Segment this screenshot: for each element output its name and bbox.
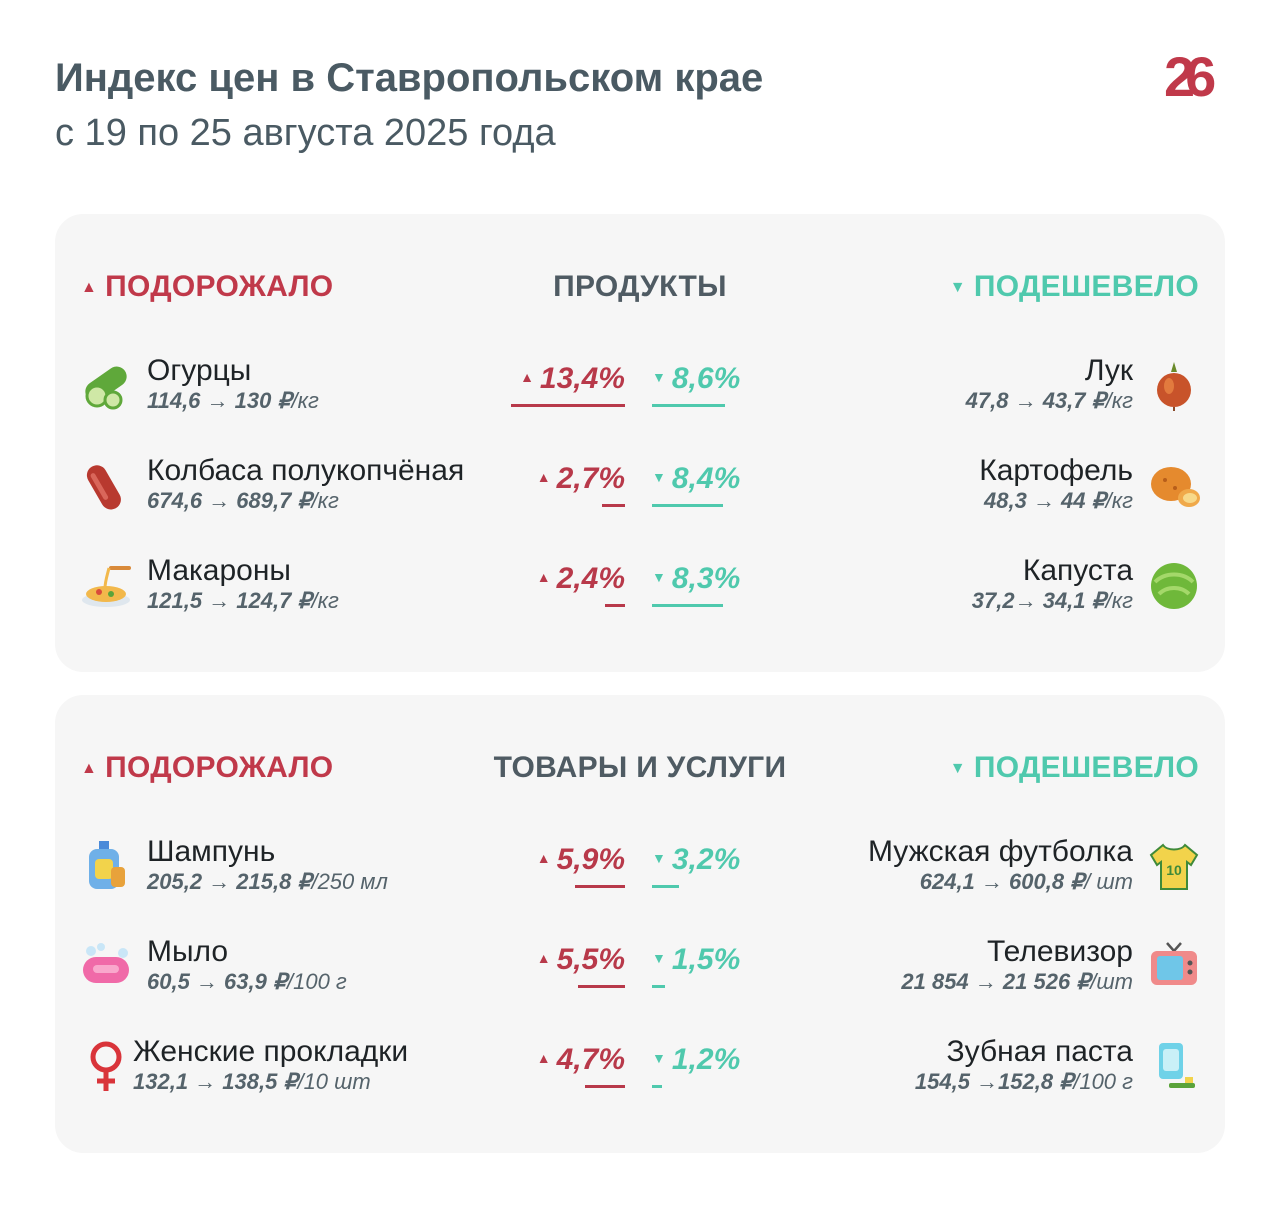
decreased-label: ПОДЕШЕВЕЛО — [973, 751, 1199, 784]
increased-label: ПОДОРОЖАЛО — [105, 270, 334, 303]
increased-item-price: 114,6 → 130 ₽/кг — [147, 388, 319, 413]
down-triangle-icon: ▼ — [652, 850, 666, 866]
page-subtitle: с 19 по 25 августа 2025 года — [55, 112, 556, 154]
cabbage-icon — [1147, 558, 1201, 612]
up-triangle-icon: ▲ — [81, 279, 98, 296]
page-title: Индекс цен в Ставропольском крае — [55, 56, 764, 100]
down-triangle-icon: ▼ — [652, 569, 666, 585]
down-triangle-icon: ▼ — [652, 950, 666, 966]
potato-icon — [1147, 458, 1201, 512]
down-triangle-icon: ▼ — [949, 760, 966, 777]
down-triangle-icon: ▼ — [652, 1050, 666, 1066]
decreased-item-name: Картофель — [979, 454, 1133, 487]
svg-text:10: 10 — [1166, 862, 1182, 878]
tshirt-icon: 10 — [1147, 839, 1201, 893]
increased-header: ▲ ПОДОРОЖАЛО — [81, 270, 333, 304]
increased-label: ПОДОРОЖАЛО — [105, 751, 334, 784]
decrease-percent: ▼ 1,5% — [652, 943, 741, 976]
increase-percent: ▲ 2,7% — [536, 462, 625, 495]
increase-bar — [585, 1085, 625, 1088]
increase-bar — [575, 885, 625, 888]
up-triangle-icon: ▲ — [536, 850, 551, 866]
increase-percent: ▲ 4,7% — [536, 1043, 625, 1076]
logo-26: 26 — [1164, 46, 1225, 108]
decrease-bar — [652, 1085, 662, 1088]
increased-item-price: 674,6 → 689,7 ₽/кг — [147, 488, 339, 513]
decrease-percent: ▼ 8,4% — [652, 462, 741, 495]
toothpaste-icon — [1147, 1039, 1201, 1093]
decrease-bar — [652, 404, 725, 407]
down-triangle-icon: ▼ — [949, 279, 966, 296]
decreased-item-price: 48,3 → 44 ₽/кг — [984, 488, 1133, 513]
increased-header: ▲ ПОДОРОЖАЛО — [81, 751, 333, 785]
decrease-bar — [652, 885, 679, 888]
pasta-icon — [79, 558, 133, 612]
decreased-item-name: Лук — [1084, 354, 1133, 387]
up-triangle-icon: ▲ — [536, 469, 551, 485]
cucumber-icon — [79, 358, 133, 412]
increased-item-name: Огурцы — [147, 354, 252, 387]
decrease-percent: ▼ 8,3% — [652, 562, 741, 595]
shampoo-icon — [79, 839, 133, 893]
up-triangle-icon: ▲ — [536, 1050, 551, 1066]
decreased-label: ПОДЕШЕВЕЛО — [973, 270, 1199, 303]
decreased-header: ▼ ПОДЕШЕВЕЛО — [950, 751, 1199, 785]
section-panel-2: ▲ ПОДОРОЖАЛО ТОВАРЫ И УСЛУГИ ▼ ПОДЕШЕВЕЛО Ша… — [55, 695, 1225, 1153]
decreased-item-price: 47,8 → 43,7 ₽/кг — [965, 388, 1133, 413]
decreased-item-price: 154,5 →152,8 ₽/100 г — [914, 1069, 1133, 1094]
increased-item-name: Макароны — [147, 554, 291, 587]
onion-icon — [1147, 358, 1201, 412]
down-triangle-icon: ▼ — [652, 469, 666, 485]
increased-item-name: Колбаса полукопчёная — [147, 454, 465, 487]
up-triangle-icon: ▲ — [520, 369, 534, 385]
increased-item-price: 205,2 → 215,8 ₽/250 мл — [147, 869, 388, 894]
increased-item-name: Женские прокладки — [133, 1035, 409, 1068]
price-row: Колбаса полукопчёная 674,6 → 689,7 ₽/кг … — [55, 454, 1225, 544]
increased-item-price: 132,1 → 138,5 ₽/10 шт — [133, 1069, 371, 1094]
increased-item-name: Мыло — [147, 935, 229, 968]
increase-percent: ▲ 13,4% — [520, 362, 625, 395]
section-title: ТОВАРЫ И УСЛУГИ — [493, 751, 787, 784]
tv-icon — [1147, 939, 1201, 993]
up-triangle-icon: ▲ — [81, 760, 98, 777]
decrease-bar — [652, 504, 723, 507]
soap-icon — [79, 939, 133, 993]
svg-text:26: 26 — [1164, 46, 1215, 108]
increased-item-price: 60,5 → 63,9 ₽/100 г — [147, 969, 347, 994]
up-triangle-icon: ▲ — [536, 950, 551, 966]
decreased-header: ▼ ПОДЕШЕВЕЛО — [950, 270, 1199, 304]
sausage-icon — [79, 458, 133, 512]
increase-percent: ▲ 5,5% — [536, 943, 625, 976]
increase-bar — [578, 985, 625, 988]
increased-item-price: 121,5 → 124,7 ₽/кг — [147, 588, 339, 613]
decreased-item-name: Капуста — [1022, 554, 1133, 587]
down-triangle-icon: ▼ — [652, 369, 666, 385]
increase-percent: ▲ 5,9% — [536, 843, 625, 876]
price-row: Шампунь 205,2 → 215,8 ₽/250 мл ▲ 5,9% ▼ 3,… — [55, 835, 1225, 925]
decreased-item-name: Мужская футболка — [867, 835, 1133, 868]
decreased-item-name: Телевизор — [986, 935, 1133, 968]
decreased-item-price: 37,2→ 34,1 ₽/кг — [971, 588, 1133, 613]
decrease-bar — [652, 604, 723, 607]
price-row: Женские прокладки 132,1 → 138,5 ₽/10 шт … — [55, 1035, 1225, 1125]
increase-bar — [602, 504, 625, 507]
decrease-percent: ▼ 8,6% — [652, 362, 741, 395]
price-row: Мыло 60,5 → 63,9 ₽/100 г ▲ 5,5% ▼ 1,5% Тел… — [55, 935, 1225, 1025]
increase-bar — [511, 404, 625, 407]
up-triangle-icon: ▲ — [536, 569, 551, 585]
decreased-item-name: Зубная паста — [946, 1035, 1134, 1068]
decrease-percent: ▼ 1,2% — [652, 1043, 741, 1076]
increase-bar — [605, 604, 625, 607]
decreased-item-price: 21 854 → 21 526 ₽/шт — [901, 969, 1133, 994]
increased-item-name: Шампунь — [147, 835, 276, 868]
section-panel-1: ▲ ПОДОРОЖАЛО ПРОДУКТЫ ▼ ПОДЕШЕВЕЛО Огурцы 11… — [55, 214, 1225, 672]
price-row: Макароны 121,5 → 124,7 ₽/кг ▲ 2,4% ▼ 8,3% … — [55, 554, 1225, 644]
increase-percent: ▲ 2,4% — [536, 562, 625, 595]
decrease-bar — [652, 985, 665, 988]
section-title: ПРОДУКТЫ — [553, 270, 727, 303]
decrease-percent: ▼ 3,2% — [652, 843, 741, 876]
decreased-item-price: 624,1 → 600,8 ₽/ шт — [919, 869, 1133, 894]
female-sign-icon — [79, 1039, 133, 1093]
price-row: Огурцы 114,6 → 130 ₽/кг ▲ 13,4% ▼ 8,6% Лук… — [55, 354, 1225, 444]
